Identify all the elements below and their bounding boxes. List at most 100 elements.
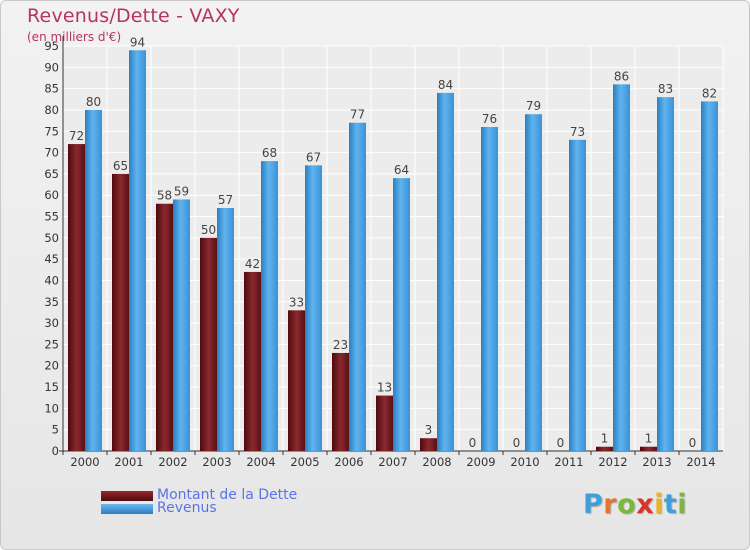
y-tick-label: 0 [52, 444, 59, 458]
x-tick-label: 2014 [686, 455, 715, 469]
y-tick-label: 20 [44, 359, 59, 373]
data-label-dette: 1 [601, 432, 609, 446]
x-tick-label: 2005 [290, 455, 319, 469]
x-tick-label: 2004 [246, 455, 275, 469]
data-label-dette: 1 [645, 432, 653, 446]
y-tick-label: 15 [44, 380, 59, 394]
legend-swatch-dette [101, 491, 153, 501]
chart-title: Revenus/Dette - VAXY [27, 5, 240, 27]
bar-chart: 0510152025303540455055606570758085909572… [44, 35, 724, 469]
bar-revenus [261, 161, 278, 451]
bar-dette [420, 438, 437, 451]
bar-dette [376, 395, 393, 451]
logo-letter: P [583, 489, 604, 520]
bar-revenus [481, 127, 498, 451]
y-tick-label: 30 [44, 316, 59, 330]
bar-revenus [217, 208, 234, 451]
proxiti-logo: Proxiti [583, 489, 687, 520]
y-tick-label: 90 [44, 60, 59, 74]
data-label-revenus: 77 [350, 108, 365, 122]
bar-revenus [129, 50, 146, 452]
logo-letter: i [654, 489, 664, 520]
data-label-dette: 33 [289, 295, 304, 309]
data-label-dette: 13 [377, 381, 392, 395]
data-label-dette: 0 [513, 436, 521, 450]
data-label-revenus: 82 [702, 86, 717, 100]
bar-revenus [569, 139, 586, 451]
y-tick-label: 75 [44, 124, 59, 138]
y-tick-label: 85 [44, 82, 59, 96]
y-tick-label: 45 [44, 252, 59, 266]
bar-dette [68, 144, 85, 452]
logo-letter: r [603, 489, 618, 520]
bar-revenus [525, 114, 542, 452]
data-label-dette: 50 [201, 223, 216, 237]
legend-label-revenus: Revenus [157, 500, 217, 516]
y-tick-label: 35 [44, 295, 59, 309]
x-tick-label: 2013 [642, 455, 671, 469]
logo-letter: t [663, 489, 678, 520]
bar-dette [244, 271, 261, 451]
x-tick-label: 2002 [158, 455, 187, 469]
logo-letter: x [636, 489, 655, 520]
legend-label-dette: Montant de la Dette [157, 487, 298, 503]
y-tick-label: 50 [44, 231, 59, 245]
bar-revenus [393, 178, 410, 451]
data-label-revenus: 67 [306, 150, 321, 164]
bar-revenus [349, 122, 366, 451]
y-tick-label: 55 [44, 210, 59, 224]
bar-dette [640, 446, 657, 451]
bar-revenus [173, 199, 190, 451]
x-tick-label: 2000 [70, 455, 99, 469]
data-label-revenus: 64 [394, 163, 409, 177]
logo-letter: o [617, 489, 637, 520]
bar-revenus [85, 109, 102, 452]
x-tick-label: 2001 [114, 455, 143, 469]
data-label-revenus: 80 [86, 95, 101, 109]
x-tick-label: 2011 [554, 455, 583, 469]
x-tick-label: 2003 [202, 455, 231, 469]
bar-dette [332, 352, 349, 451]
y-tick-label: 5 [52, 423, 59, 437]
logo-letter: i [677, 489, 688, 520]
data-label-dette: 58 [157, 189, 172, 203]
x-tick-label: 2008 [422, 455, 451, 469]
y-tick-label: 40 [44, 273, 59, 287]
data-label-revenus: 94 [130, 35, 145, 49]
bar-revenus [657, 97, 674, 451]
data-label-dette: 65 [113, 159, 128, 173]
bar-dette [200, 237, 217, 451]
y-tick-label: 65 [44, 167, 59, 181]
data-label-dette: 72 [69, 129, 84, 143]
data-label-revenus: 57 [218, 193, 233, 207]
y-tick-label: 25 [44, 337, 59, 351]
legend-swatch-revenus [101, 504, 153, 514]
data-label-revenus: 76 [482, 112, 497, 126]
data-label-revenus: 83 [658, 82, 673, 96]
data-label-revenus: 86 [614, 69, 629, 83]
x-tick-label: 2012 [598, 455, 627, 469]
y-tick-label: 10 [44, 401, 59, 415]
data-label-revenus: 79 [526, 99, 541, 113]
data-label-dette: 0 [557, 436, 565, 450]
bar-dette [156, 203, 173, 451]
data-label-revenus: 68 [262, 146, 277, 160]
chart-subtitle: (en milliers d'€) [27, 30, 122, 44]
bar-revenus [305, 165, 322, 452]
y-tick-label: 60 [44, 188, 59, 202]
y-tick-label: 70 [44, 146, 59, 160]
x-tick-label: 2007 [378, 455, 407, 469]
y-tick-label: 95 [44, 39, 59, 53]
bar-dette [288, 310, 305, 451]
data-label-revenus: 73 [570, 125, 585, 139]
data-label-revenus: 59 [174, 184, 189, 198]
x-tick-label: 2009 [466, 455, 495, 469]
bar-revenus [701, 101, 718, 451]
y-tick-label: 80 [44, 103, 59, 117]
data-label-dette: 0 [689, 436, 697, 450]
data-label-dette: 42 [245, 257, 260, 271]
x-tick-label: 2006 [334, 455, 363, 469]
data-label-dette: 0 [469, 436, 477, 450]
bar-revenus [437, 92, 454, 451]
